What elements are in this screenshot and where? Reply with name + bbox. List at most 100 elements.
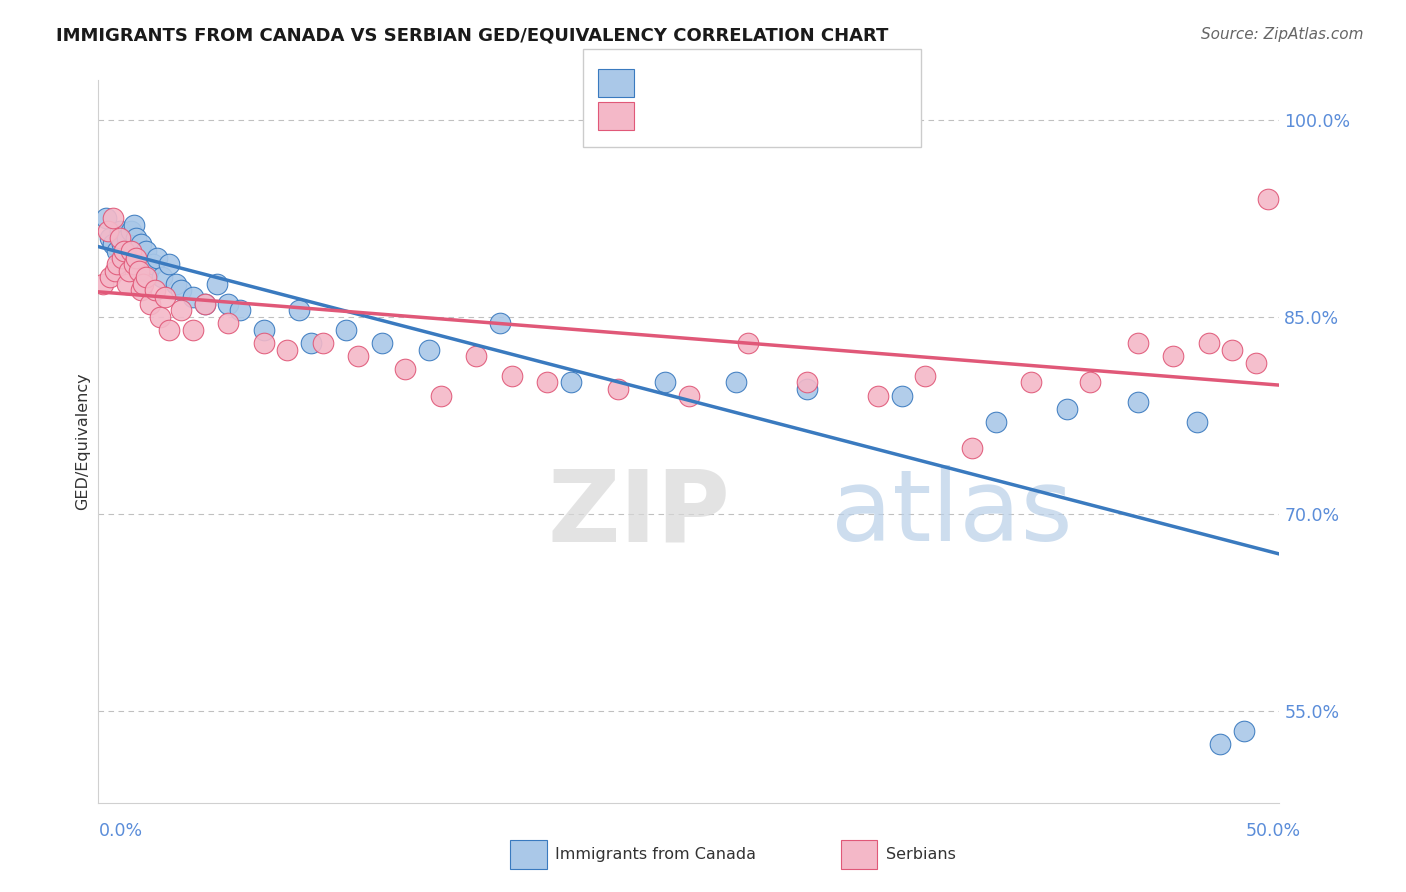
Point — [135, 270, 157, 285]
Point — [194, 296, 217, 310]
Point — [418, 343, 440, 357]
Point — [1056, 401, 1078, 416]
Point — [94, 211, 117, 226]
Point — [136, 264, 159, 278]
Point — [312, 336, 335, 351]
Point — [181, 323, 204, 337]
Point — [796, 382, 818, 396]
Point — [135, 244, 157, 258]
Point — [128, 264, 150, 278]
Text: Source: ZipAtlas.com: Source: ZipAtlas.com — [1201, 27, 1364, 42]
Point — [121, 224, 143, 238]
Point — [1209, 737, 1232, 751]
Point — [157, 257, 180, 271]
Point — [607, 382, 630, 396]
Point — [132, 277, 155, 291]
Point — [125, 231, 148, 245]
Point — [1080, 376, 1102, 390]
Text: ZIP: ZIP — [547, 466, 730, 562]
Point — [112, 251, 135, 265]
Point — [170, 303, 193, 318]
Point — [217, 316, 239, 330]
Point — [1161, 349, 1184, 363]
Text: 51: 51 — [808, 107, 834, 125]
Point — [118, 264, 141, 278]
Point — [536, 376, 558, 390]
Point — [725, 376, 748, 390]
Point — [125, 251, 148, 265]
Point — [104, 264, 127, 278]
Point — [105, 244, 128, 258]
Point — [962, 441, 984, 455]
Point — [1126, 336, 1149, 351]
Point — [654, 376, 676, 390]
Point — [1021, 376, 1043, 390]
Text: Immigrants from Canada: Immigrants from Canada — [555, 847, 756, 862]
Point — [181, 290, 204, 304]
Point — [101, 237, 124, 252]
Point — [105, 257, 128, 271]
Point — [115, 277, 138, 291]
Point — [335, 323, 357, 337]
Point — [560, 376, 582, 390]
Text: N =: N = — [766, 74, 806, 92]
Point — [121, 244, 143, 258]
Point — [253, 323, 276, 337]
Point — [394, 362, 416, 376]
Point — [129, 237, 152, 252]
Point — [276, 343, 298, 357]
Point — [890, 388, 912, 402]
Text: 50.0%: 50.0% — [1246, 822, 1301, 840]
Point — [142, 257, 165, 271]
Point — [108, 224, 131, 238]
Point — [97, 224, 120, 238]
Point — [1257, 192, 1279, 206]
Text: Serbians: Serbians — [886, 847, 956, 862]
Point — [146, 251, 169, 265]
Point — [165, 277, 187, 291]
Text: N =: N = — [766, 107, 806, 125]
Point — [153, 290, 176, 304]
Point — [101, 211, 124, 226]
Point — [98, 231, 121, 245]
Point — [205, 277, 228, 291]
Point — [866, 388, 889, 402]
Point — [118, 244, 141, 258]
Text: R =: R = — [643, 107, 682, 125]
Point — [489, 316, 512, 330]
Point — [1185, 415, 1208, 429]
Point — [1126, 395, 1149, 409]
Point — [299, 336, 322, 351]
Point — [91, 277, 114, 291]
Point — [430, 388, 453, 402]
Point — [129, 284, 152, 298]
Point — [132, 257, 155, 271]
Point — [1233, 723, 1256, 738]
Point — [501, 368, 523, 383]
Point — [108, 231, 131, 245]
Point — [139, 296, 162, 310]
Point — [111, 251, 134, 265]
Point — [288, 303, 311, 318]
Text: atlas: atlas — [831, 466, 1073, 562]
Point — [122, 218, 145, 232]
Point — [347, 349, 370, 363]
Point — [170, 284, 193, 298]
Point — [150, 270, 173, 285]
Point — [984, 415, 1007, 429]
Point — [1244, 356, 1267, 370]
Y-axis label: GED/Equivalency: GED/Equivalency — [75, 373, 90, 510]
Text: IMMIGRANTS FROM CANADA VS SERBIAN GED/EQUIVALENCY CORRELATION CHART: IMMIGRANTS FROM CANADA VS SERBIAN GED/EQ… — [56, 27, 889, 45]
Point — [371, 336, 394, 351]
Point — [149, 310, 172, 324]
Text: -0.460: -0.460 — [696, 74, 761, 92]
Point — [678, 388, 700, 402]
Point — [1220, 343, 1243, 357]
Point — [1198, 336, 1220, 351]
Text: R =: R = — [643, 74, 682, 92]
Point — [98, 270, 121, 285]
Point — [914, 368, 936, 383]
Text: 0.177: 0.177 — [696, 107, 759, 125]
Point — [465, 349, 488, 363]
Text: 0.0%: 0.0% — [98, 822, 142, 840]
